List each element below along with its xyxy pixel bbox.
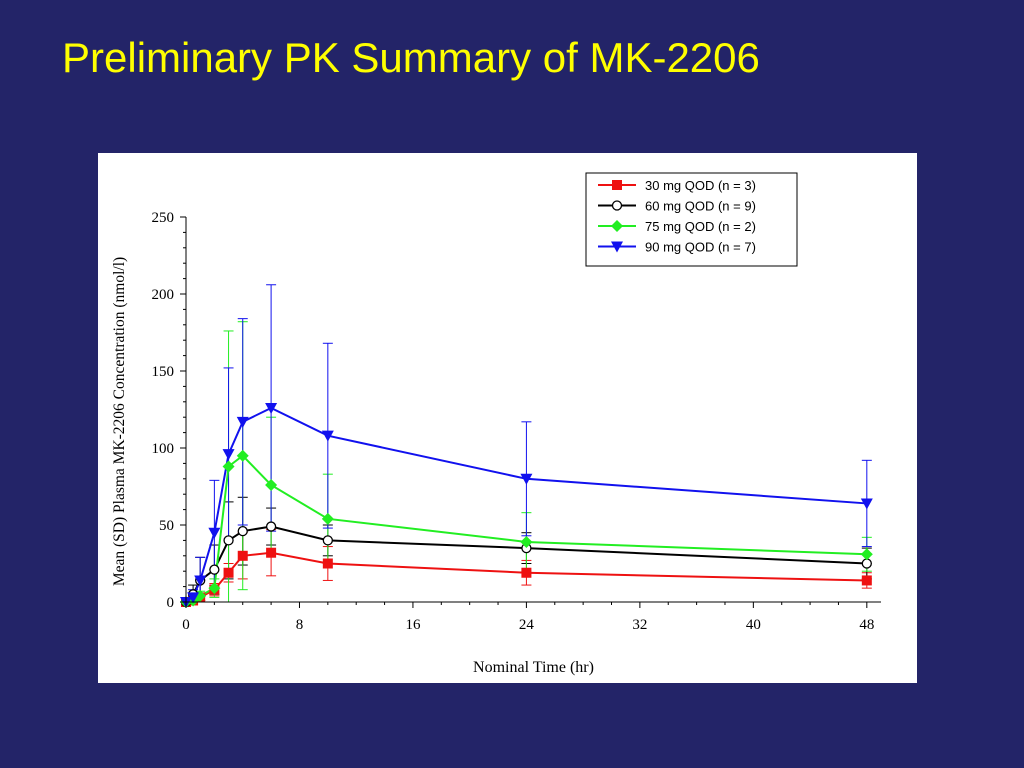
data-point xyxy=(322,558,333,569)
data-point xyxy=(861,558,872,569)
axes: 0 50 100 150 200 250 0 8 16 24 32 40 48 Nominal Time … xyxy=(111,210,881,676)
data-point xyxy=(861,575,872,586)
x-axis-label: Nominal Time (hr) xyxy=(473,659,594,676)
slide-title: Preliminary PK Summary of MK-2206 xyxy=(62,34,760,81)
data-point xyxy=(222,449,235,461)
y-tick-label: 150 xyxy=(152,364,175,380)
data-point xyxy=(520,473,533,485)
legend-marker xyxy=(611,241,623,253)
data-point xyxy=(194,589,207,602)
data-point xyxy=(237,550,248,561)
legend-marker xyxy=(612,180,622,190)
x-tick-label: 16 xyxy=(405,617,421,633)
x-tick-label: 40 xyxy=(746,617,761,633)
data-point xyxy=(208,527,221,539)
data-point xyxy=(187,592,200,604)
data-point xyxy=(237,526,248,537)
data-point xyxy=(265,521,277,532)
data-point xyxy=(236,416,249,428)
data-point xyxy=(860,498,873,510)
data-point xyxy=(222,460,235,473)
pk-line-chart: 0 50 100 150 200 250 0 8 16 24 32 40 48 Nominal Time … xyxy=(111,172,881,676)
data-point xyxy=(194,575,207,587)
series-line-4 xyxy=(185,406,867,603)
series-markers xyxy=(180,402,873,608)
y-tick-label: 100 xyxy=(152,441,175,457)
legend-label: 60 mg QOD (n = 9) xyxy=(645,199,756,214)
y-tick-label: 200 xyxy=(152,287,175,303)
data-point xyxy=(521,567,532,578)
data-point xyxy=(223,567,234,578)
y-axis-label: Mean (SD) Plasma MK-2206 Concentration (… xyxy=(111,257,128,586)
data-point xyxy=(236,449,249,462)
data-point xyxy=(321,512,334,525)
legend-label: 90 mg QOD (n = 7) xyxy=(645,240,756,255)
data-point xyxy=(265,478,278,491)
y-tick-label: 50 xyxy=(159,518,174,534)
legend-label: 30 mg QOD (n = 3) xyxy=(645,178,756,193)
x-tick-label: 8 xyxy=(296,617,304,633)
data-point xyxy=(223,535,234,546)
legend: 30 mg QOD (n = 3) 60 mg QOD (n = 9) 75 mg … xyxy=(585,172,798,267)
data-point xyxy=(520,535,533,548)
data-point xyxy=(209,564,220,575)
x-tick-label: 24 xyxy=(519,617,535,633)
data-point xyxy=(860,548,873,561)
legend-label: 75 mg QOD (n = 2) xyxy=(645,219,756,234)
x-tick-label: 32 xyxy=(632,617,647,633)
data-point xyxy=(321,430,334,442)
data-point xyxy=(265,402,278,414)
y-tick-label: 250 xyxy=(152,210,175,226)
x-tick-label: 0 xyxy=(182,617,190,633)
y-tick-label: 0 xyxy=(167,595,175,611)
data-point xyxy=(208,582,221,595)
legend-marker xyxy=(611,220,623,232)
legend-marker xyxy=(611,200,623,211)
data-point xyxy=(322,535,333,546)
chart-panel: 0 50 100 150 200 250 0 8 16 24 32 40 48 Nominal Time … xyxy=(98,153,917,683)
data-point xyxy=(266,547,277,558)
x-tick-label: 48 xyxy=(859,617,874,633)
error-bars xyxy=(188,284,872,603)
